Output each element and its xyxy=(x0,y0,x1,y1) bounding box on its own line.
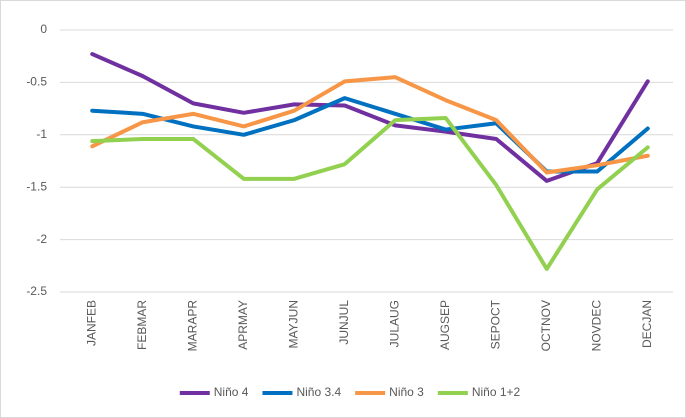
y-tick-label: -0.5 xyxy=(26,75,47,89)
y-tick-label: -1 xyxy=(36,127,47,141)
y-tick-label: -2.5 xyxy=(26,284,47,298)
x-tick-label: AUGSEP xyxy=(438,300,452,350)
y-tick-label: -2 xyxy=(36,232,47,246)
x-tick-label: MARAPR xyxy=(185,300,199,352)
legend-label: Niño 3.4 xyxy=(296,385,341,399)
x-tick-label: FEBMAR xyxy=(135,300,149,350)
x-tick-label: APRMAY xyxy=(236,300,250,350)
x-tick-label: SEPOCT xyxy=(488,299,502,349)
series-line xyxy=(90,52,650,183)
legend-label: Niño 3 xyxy=(389,385,424,399)
series-line xyxy=(90,116,650,271)
y-tick-label: -1.5 xyxy=(26,179,47,193)
x-tick-label: JANFEB xyxy=(84,300,98,346)
x-tick-label: JUNJUL xyxy=(337,300,351,345)
y-tick-label: 0 xyxy=(40,22,47,36)
x-tick-label: NOVDEC xyxy=(589,300,603,352)
legend-label: Niño 1+2 xyxy=(472,385,521,399)
x-tick-label: DECJAN xyxy=(640,300,654,348)
series-line xyxy=(90,75,650,175)
legend-label: Niño 4 xyxy=(214,385,249,399)
x-tick-label: OCTNOV xyxy=(539,300,553,351)
x-tick-label: JULAUG xyxy=(387,300,401,347)
x-tick-label: MAYJUN xyxy=(286,300,300,348)
